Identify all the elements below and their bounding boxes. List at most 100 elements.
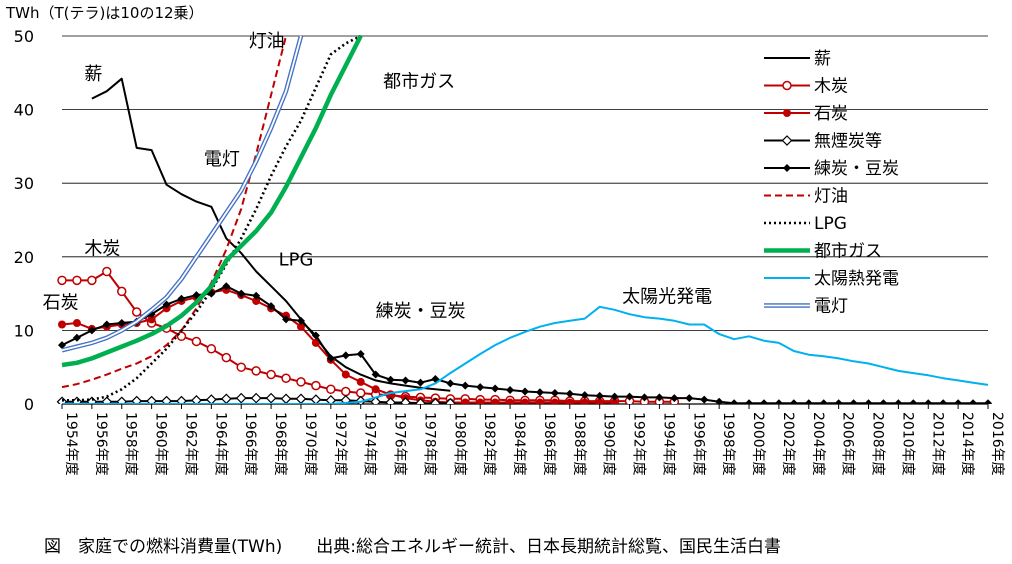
data-point: [87, 326, 96, 335]
data-point: [296, 322, 305, 331]
x-tick-label: 1994年度: [660, 412, 676, 476]
series-line: [61, 288, 615, 404]
data-point: [117, 319, 126, 328]
legend-item: LPG: [764, 214, 847, 234]
legend-label: 太陽熱発電: [814, 269, 899, 289]
data-point: [565, 389, 574, 398]
legend-item: 電灯: [764, 297, 848, 317]
series-4: [58, 282, 992, 404]
data-point: [476, 398, 485, 404]
annotation-label: 太陽光発電: [622, 286, 712, 307]
data-point: [491, 384, 500, 393]
legend-item: 太陽熱発電: [764, 269, 899, 289]
x-tick-label: 1956年度: [93, 412, 109, 476]
data-point: [610, 392, 619, 401]
legend-label: 練炭・豆炭: [814, 159, 899, 179]
y-tick-label: 20: [14, 248, 34, 267]
data-point: [220, 393, 232, 404]
data-point: [782, 80, 792, 91]
series-line: [61, 35, 287, 389]
data-point: [491, 398, 500, 404]
legend-label: 灯油: [814, 187, 848, 207]
data-point: [101, 396, 113, 404]
data-point: [267, 302, 276, 311]
x-tick-label: 2016年度: [989, 412, 1005, 476]
annotation-label: 都市ガス: [383, 72, 455, 93]
series-line: [62, 34, 362, 402]
annotation-label: 石炭: [43, 292, 79, 313]
legend-item: 都市ガス: [764, 242, 882, 262]
data-point: [535, 388, 544, 397]
x-tick-label: 2008年度: [870, 412, 886, 476]
x-tick-label: 1978年度: [421, 412, 437, 476]
data-point: [879, 399, 888, 404]
legend-item: 石炭: [764, 104, 848, 124]
x-tick-label: 1996年度: [690, 412, 706, 476]
x-tick-label: 1986年度: [541, 412, 557, 476]
x-tick-label: 2004年度: [810, 412, 826, 476]
data-point: [506, 398, 515, 404]
data-point: [783, 109, 791, 117]
data-point: [400, 397, 411, 404]
annotation-label: 薪: [84, 64, 102, 85]
x-tick-label: 2010年度: [899, 412, 915, 476]
data-point: [221, 352, 232, 363]
data-point: [176, 395, 187, 404]
data-point: [476, 383, 485, 392]
data-point: [819, 399, 828, 404]
x-tick-label: 1990年度: [601, 412, 617, 476]
x-tick-label: 1988年度: [571, 412, 587, 476]
data-point: [401, 376, 410, 385]
series-8: [62, 305, 989, 404]
data-point: [774, 399, 783, 404]
data-point: [521, 387, 529, 396]
data-point: [834, 399, 843, 404]
x-tick-label: 2002年度: [780, 412, 796, 476]
data-point: [984, 399, 992, 404]
data-point: [161, 395, 172, 404]
data-point: [745, 399, 754, 404]
data-point: [295, 393, 307, 404]
data-point: [191, 394, 202, 404]
data-point: [700, 395, 709, 404]
data-point: [446, 379, 455, 388]
data-point: [146, 395, 157, 404]
data-point: [311, 331, 320, 340]
legend-label: 木炭: [814, 77, 848, 97]
legend-item: 無煙炭等: [764, 132, 882, 152]
data-point: [222, 282, 231, 291]
y-tick-label: 50: [14, 27, 34, 46]
data-point: [461, 381, 470, 390]
data-point: [147, 315, 156, 324]
data-point: [924, 399, 933, 404]
data-point: [341, 370, 350, 379]
data-point: [252, 291, 261, 300]
data-point: [416, 378, 425, 387]
series-line: [61, 34, 363, 368]
data-point: [191, 336, 202, 347]
x-tick-label: 1998年度: [720, 412, 736, 476]
data-point: [341, 351, 350, 360]
data-point: [580, 398, 589, 404]
legend-label: LPG: [814, 214, 847, 234]
x-tick-label: 1968年度: [272, 412, 288, 476]
x-tick-label: 1984年度: [511, 412, 527, 476]
series-6: [62, 34, 362, 402]
series-line-inner: [61, 35, 302, 352]
data-point: [341, 386, 351, 397]
data-point: [116, 396, 128, 404]
x-tick-label: 1970年度: [302, 412, 318, 476]
y-tick-label: 10: [14, 321, 34, 340]
data-point: [57, 275, 67, 286]
legend-item: 薪: [764, 49, 831, 69]
x-tick-label: 1980年度: [451, 412, 467, 476]
data-point: [206, 344, 217, 354]
legend-label: 無煙炭等: [814, 132, 882, 152]
data-point: [444, 397, 456, 404]
data-point: [759, 399, 768, 404]
x-tick-label: 1966年度: [242, 412, 258, 476]
series-9: [61, 35, 304, 353]
data-point: [715, 397, 724, 404]
data-point: [102, 320, 111, 329]
